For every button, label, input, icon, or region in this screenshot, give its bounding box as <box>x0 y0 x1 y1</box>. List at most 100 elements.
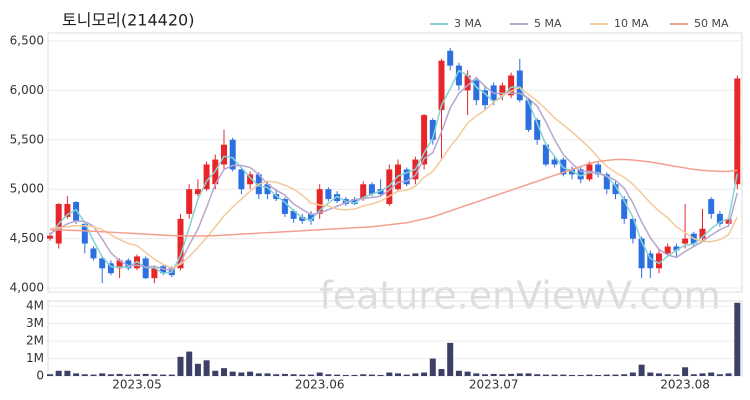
volume-bar <box>542 374 549 376</box>
candle-body <box>673 246 680 251</box>
candle-body <box>116 260 123 269</box>
candle-body <box>177 218 184 269</box>
y-tick-label: 4M <box>26 299 44 313</box>
volume-bar <box>377 374 384 376</box>
legend-label: 5 MA <box>534 17 562 30</box>
candle-body <box>151 268 158 279</box>
volume-bar <box>160 374 167 376</box>
volume-bar <box>386 372 393 376</box>
volume-bar <box>586 374 593 376</box>
volume-bar <box>368 374 375 376</box>
candle-body <box>595 164 602 175</box>
candle-body <box>290 210 297 219</box>
candle-body <box>325 189 332 200</box>
candle-body <box>73 202 80 221</box>
candle-body <box>603 174 610 190</box>
volume-bar <box>560 374 567 376</box>
y-tick-label: 0 <box>36 369 44 383</box>
ma-line <box>49 158 738 237</box>
candle-body <box>447 50 454 66</box>
candle-body <box>99 258 106 269</box>
volume-bar <box>656 373 662 376</box>
volume-bar <box>629 372 636 376</box>
candle-body <box>716 213 723 224</box>
volume-bar <box>438 369 445 376</box>
volume-bar <box>708 372 715 376</box>
volume-bar <box>395 373 401 376</box>
volume-bar <box>360 374 367 376</box>
volume-bar <box>603 374 610 376</box>
watermark: feature.enViewV.com <box>319 274 720 318</box>
volume-bar <box>247 371 254 376</box>
volume-bar <box>612 374 619 376</box>
candle-body <box>160 266 167 274</box>
candle-body <box>699 228 706 239</box>
candle-body <box>656 253 662 269</box>
volume-bar <box>447 342 454 376</box>
volume-bar <box>595 374 602 376</box>
volume-bar <box>621 374 628 376</box>
candle-body <box>621 199 628 219</box>
candle-body <box>551 159 558 165</box>
candle-body <box>508 75 515 96</box>
candle-body <box>629 218 636 239</box>
volume-bar <box>221 368 227 376</box>
volume-bar <box>516 373 523 376</box>
volume-bar <box>508 373 515 376</box>
candle-body <box>438 60 445 111</box>
candle-body <box>542 144 549 165</box>
candle-body <box>316 189 323 214</box>
volume-bar <box>490 373 497 376</box>
volume-bar <box>421 372 428 376</box>
volume-bar <box>194 363 201 376</box>
volume-bar <box>142 373 149 376</box>
volume-bar <box>299 374 306 376</box>
candle-body <box>247 174 254 185</box>
candle-body <box>299 216 306 221</box>
candle-body <box>64 204 71 217</box>
candle-body <box>203 164 210 190</box>
x-tick-label: 2023.07 <box>469 378 519 392</box>
candle-body <box>638 238 645 269</box>
candle-body <box>525 100 532 130</box>
volume-bar <box>281 373 288 376</box>
candle-body <box>221 144 227 165</box>
volume-bar <box>125 374 132 376</box>
candle-body <box>351 199 358 205</box>
plot-frame <box>47 32 743 293</box>
candle-body <box>499 85 506 96</box>
candle-body <box>734 78 741 185</box>
volume-bar <box>64 370 71 376</box>
volume-bar <box>273 374 280 376</box>
volume-bar <box>429 358 436 376</box>
candle-body <box>186 189 193 214</box>
candle-body <box>482 90 488 106</box>
volume-bar <box>334 374 341 376</box>
volume-bar <box>647 372 654 376</box>
candle-body <box>577 169 584 180</box>
volume-bar <box>81 374 88 376</box>
volume-bar <box>525 373 532 376</box>
candle-body <box>473 80 480 101</box>
legend-label: 50 MA <box>694 17 729 30</box>
candle-body <box>81 223 88 244</box>
x-tick-label: 2023.06 <box>295 378 345 392</box>
volume-bar <box>290 374 297 376</box>
candle-body <box>612 184 619 195</box>
candle-body <box>455 65 462 86</box>
volume-bar <box>238 372 245 376</box>
volume-bar <box>308 374 314 376</box>
volume-bar <box>699 373 706 376</box>
volume-bar <box>55 370 62 376</box>
candle-body <box>368 184 375 195</box>
volume-bar <box>482 374 488 376</box>
candle-body <box>229 139 236 170</box>
volume-bar <box>682 367 689 376</box>
candle-body <box>647 253 654 269</box>
ma-line <box>49 76 739 272</box>
volume-bar <box>229 371 236 376</box>
volume-bar <box>351 374 358 376</box>
volume-bar <box>342 374 349 376</box>
candle-body <box>516 70 523 101</box>
